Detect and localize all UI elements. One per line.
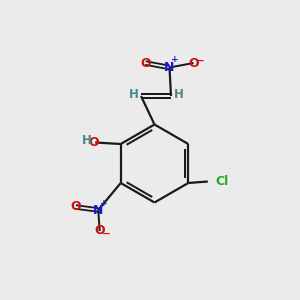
Text: N: N bbox=[93, 203, 104, 217]
Text: O: O bbox=[188, 56, 199, 70]
Text: H: H bbox=[82, 134, 92, 147]
Text: O: O bbox=[94, 224, 105, 238]
Text: +: + bbox=[171, 55, 179, 64]
Text: +: + bbox=[100, 200, 107, 208]
Text: O: O bbox=[140, 56, 151, 70]
Text: Cl: Cl bbox=[215, 175, 229, 188]
Text: N: N bbox=[164, 61, 175, 74]
Text: −: − bbox=[102, 228, 111, 239]
Text: O: O bbox=[70, 200, 81, 214]
Text: H: H bbox=[129, 88, 138, 101]
Text: −: − bbox=[196, 56, 205, 66]
Text: H: H bbox=[174, 88, 183, 101]
Text: O: O bbox=[88, 136, 99, 149]
